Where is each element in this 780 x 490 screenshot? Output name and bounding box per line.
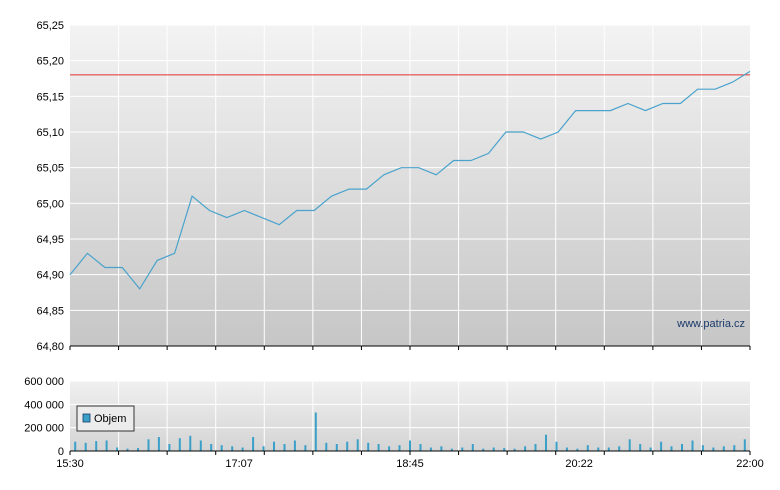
volume-bar: [670, 446, 673, 451]
volume-bar: [314, 412, 317, 451]
volume-bar: [513, 448, 516, 451]
x-tick-label: 20:22: [565, 458, 593, 470]
volume-bar: [74, 441, 77, 451]
price-y-tick-label: 64,95: [36, 234, 64, 246]
x-tick-label: 15:30: [56, 458, 84, 470]
volume-bar: [733, 445, 736, 451]
volume-bar: [618, 446, 621, 451]
volume-y-tick-label: 400 000: [24, 399, 64, 411]
volume-bar: [398, 445, 401, 451]
volume-bar: [252, 437, 255, 451]
watermark: www.patria.cz: [676, 318, 745, 330]
price-y-tick-label: 65,00: [36, 198, 64, 210]
x-tick-label: 17:07: [225, 458, 253, 470]
volume-bar: [565, 447, 568, 451]
volume-bar: [534, 444, 537, 451]
volume-bar: [356, 439, 359, 451]
x-tick-label: 18:45: [396, 458, 424, 470]
price-panel: 64,80 64,85 64,90 64,95 65,00 65,05 65,10 65,15…: [36, 20, 751, 353]
volume-bar: [555, 441, 558, 451]
volume-bar: [346, 441, 349, 451]
price-y-tick-label: 64,80: [36, 341, 64, 353]
volume-bar: [199, 440, 202, 451]
volume-y-tick-label: 200 000: [24, 423, 64, 435]
x-tick-label: 22:00: [736, 458, 764, 470]
volume-bar: [440, 446, 443, 451]
volume-bar: [712, 447, 715, 451]
volume-bar: [273, 441, 275, 451]
volume-bar: [649, 447, 652, 451]
volume-x-ticks: 15:30 17:07 18:45 20:22 22:00: [56, 451, 764, 470]
volume-bar: [283, 444, 286, 451]
volume-bar: [482, 448, 485, 451]
price-series-line: [69, 70, 751, 290]
volume-bar: [545, 434, 547, 451]
volume-bar: [189, 435, 192, 451]
volume-bar: [95, 441, 98, 451]
price-y-tick-label: 65,05: [36, 163, 64, 175]
price-y-tick-label: 65,10: [36, 127, 64, 139]
volume-bar: [461, 447, 464, 451]
volume-bar: [241, 447, 244, 451]
price-y-tick-label: 65,20: [36, 56, 64, 68]
volume-bar: [210, 444, 213, 451]
legend-label: Objem: [94, 413, 126, 425]
volume-bar: [429, 447, 432, 451]
volume-bar: [325, 442, 328, 451]
volume-bar: [419, 444, 422, 451]
price-y-tick-label: 64,90: [36, 270, 64, 282]
volume-bar: [231, 446, 234, 451]
volume-bar: [126, 448, 129, 451]
volume-bar: [168, 444, 171, 451]
volume-bar: [586, 445, 589, 451]
volume-bar: [262, 446, 265, 451]
volume-bars: [74, 412, 746, 451]
volume-bar: [503, 448, 506, 451]
volume-bar: [335, 444, 338, 451]
volume-bar: [607, 447, 610, 451]
price-y-tick-label: 64,85: [36, 305, 64, 317]
price-y-ticks: 64,80 64,85 64,90 64,95 65,00 65,05 65,10 65,15…: [36, 20, 64, 353]
volume-bar: [293, 440, 296, 451]
volume-y-tick-label: 0: [58, 446, 64, 458]
volume-bar: [409, 440, 411, 451]
volume-bar: [660, 441, 663, 451]
volume-bar: [681, 444, 683, 451]
volume-bar: [388, 446, 391, 451]
volume-bar: [450, 448, 453, 451]
volume-bar: [597, 447, 600, 451]
price-grid: [70, 24, 750, 347]
price-y-tick-label: 65,25: [36, 20, 64, 32]
volume-bar: [471, 444, 474, 451]
volume-bar: [116, 447, 119, 451]
volume-bar: [147, 439, 150, 451]
volume-bar: [701, 445, 704, 451]
volume-bar: [367, 442, 370, 451]
volume-panel: 0 200 000 400 000 600 000 15:30 17:07 18:45 20…: [24, 376, 764, 470]
price-y-tick-label: 65,15: [36, 91, 64, 103]
volume-bar: [178, 438, 181, 451]
volume-bar: [220, 445, 223, 451]
volume-bar: [105, 440, 108, 451]
volume-bar: [628, 439, 631, 451]
volume-bar: [576, 448, 579, 451]
volume-bar: [137, 448, 139, 451]
volume-bar: [304, 445, 307, 451]
volume-bar: [84, 442, 87, 451]
volume-y-tick-label: 600 000: [24, 376, 64, 388]
volume-bar: [639, 444, 642, 451]
volume-bar: [377, 444, 380, 451]
volume-bar: [691, 440, 694, 451]
volume-legend: Objem: [76, 405, 135, 432]
volume-bar: [157, 437, 160, 451]
legend-swatch: [82, 413, 91, 423]
volume-bar: [722, 446, 725, 451]
volume-y-ticks: 0 200 000 400 000 600 000: [24, 376, 64, 458]
volume-bar: [492, 447, 495, 451]
price-x-ticks: [69, 346, 751, 350]
volume-bar: [743, 439, 746, 451]
volume-bar: [524, 446, 527, 451]
